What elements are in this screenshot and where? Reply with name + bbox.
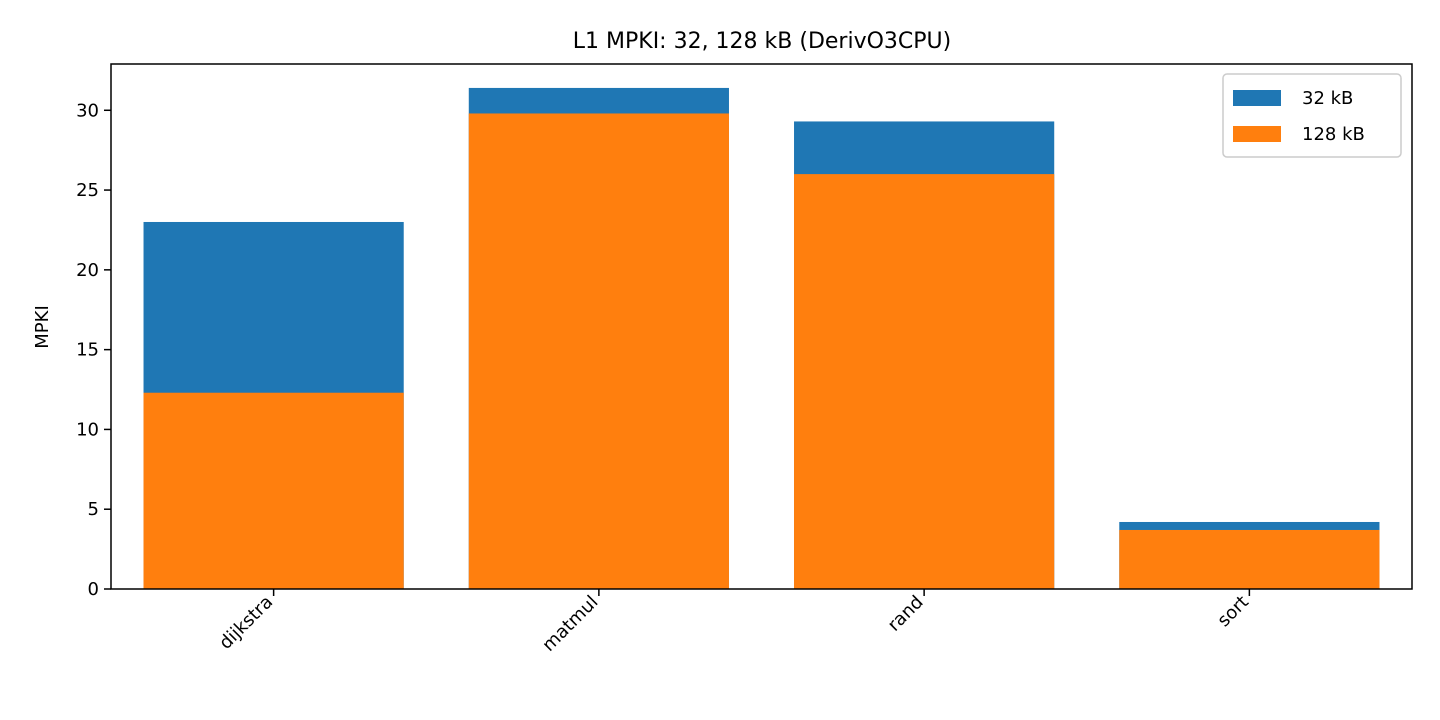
y-tick-label: 15: [76, 340, 99, 361]
chart-title: L1 MPKI: 32, 128 kB (DerivO3CPU): [573, 29, 951, 54]
legend-items: 32 kB 128 kB: [1233, 88, 1365, 145]
bar-matmul-series-1: [468, 113, 729, 590]
y-tick-label: 25: [76, 180, 99, 201]
y-tick-label: 20: [76, 260, 99, 281]
y-tick-label: 10: [76, 419, 99, 440]
y-axis: 0 5 10 15 20 25 30: [76, 100, 111, 600]
y-tick-label: 0: [88, 579, 99, 600]
bar-sort-series-1: [1119, 529, 1380, 589]
y-tick-label: 30: [76, 100, 99, 121]
y-tick-label: 5: [88, 499, 99, 520]
legend-label: 128 kB: [1302, 124, 1365, 145]
bars-group: [143, 87, 1380, 590]
bar-dijkstra-series-1: [143, 392, 404, 589]
legend-swatch: [1233, 90, 1281, 106]
y-axis-label: MPKI: [32, 305, 53, 349]
bar-rand-series-1: [794, 174, 1055, 589]
plot-frame: [110, 63, 1413, 590]
legend-swatch: [1233, 126, 1281, 142]
legend-label: 32 kB: [1302, 88, 1353, 109]
legend: 32 kB 128 kB: [1222, 73, 1402, 158]
